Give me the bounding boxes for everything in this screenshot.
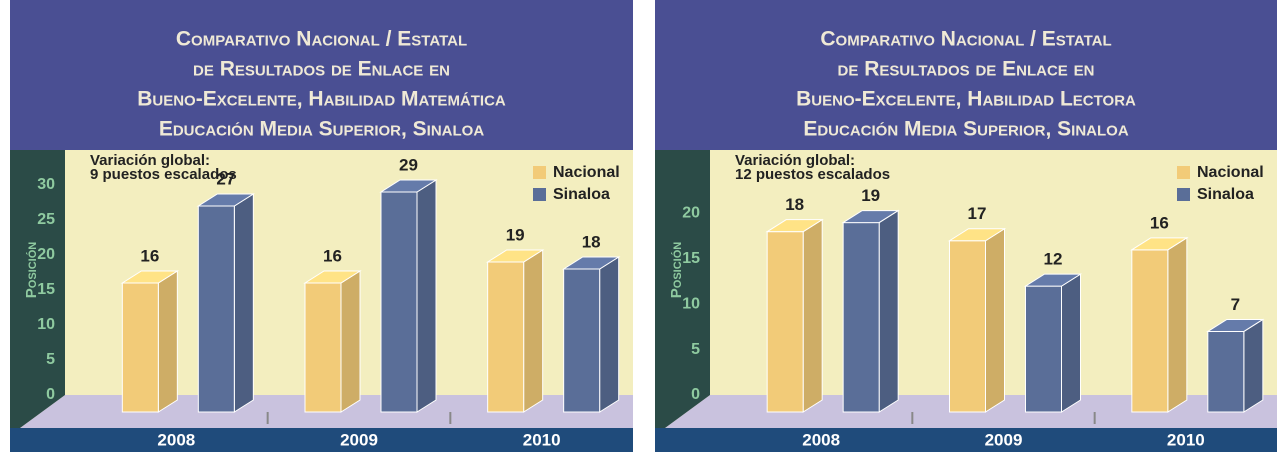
bar-top bbox=[379, 179, 438, 193]
annotation: 9 puestos escalados bbox=[90, 166, 237, 183]
annotation: 12 puestos escalados bbox=[735, 166, 890, 183]
annotation: Variación global: bbox=[90, 152, 210, 169]
axis-panel bbox=[655, 150, 710, 428]
bar-side bbox=[1167, 236, 1188, 413]
chart-title: Comparativo Nacional / Estatal bbox=[820, 28, 1111, 51]
legend-label: Nacional bbox=[1197, 164, 1264, 181]
y-tick-label: 5 bbox=[691, 341, 700, 358]
chart-title: de Resultados de Enlace en bbox=[838, 58, 1095, 81]
legend-swatch bbox=[533, 188, 546, 201]
legend-label: Sinaloa bbox=[1197, 186, 1254, 203]
title-background bbox=[655, 0, 1277, 150]
bar bbox=[1207, 330, 1245, 413]
data-label: 19 bbox=[506, 225, 525, 244]
bar bbox=[1131, 249, 1169, 413]
x-tick-label: 2008 bbox=[802, 430, 840, 449]
y-tick-label: 10 bbox=[37, 316, 55, 333]
y-tick-label: 10 bbox=[682, 295, 700, 312]
bar bbox=[121, 282, 159, 413]
bar bbox=[197, 205, 235, 413]
y-tick-label: 20 bbox=[37, 246, 55, 263]
x-tick-label: 2008 bbox=[157, 430, 195, 449]
bar-top bbox=[1206, 318, 1265, 332]
bar-side bbox=[157, 270, 178, 413]
chart-title: Educación Media Superior, Sinaloa bbox=[803, 118, 1129, 141]
y-tick-label: 20 bbox=[682, 205, 700, 222]
year-band bbox=[10, 428, 633, 452]
bar-top bbox=[765, 219, 824, 233]
y-axis-label: Posición bbox=[668, 242, 685, 299]
bar bbox=[842, 222, 880, 413]
x-tick-label: 2009 bbox=[985, 430, 1023, 449]
bar-side bbox=[1061, 273, 1081, 413]
bar-side bbox=[523, 249, 544, 413]
bar bbox=[1025, 285, 1062, 413]
bar-side bbox=[416, 179, 437, 413]
bar-top bbox=[485, 249, 545, 263]
title-background bbox=[10, 0, 633, 150]
bar bbox=[380, 191, 418, 413]
legend-label: Nacional bbox=[553, 164, 620, 181]
bar-top bbox=[561, 256, 621, 270]
chart-title: de Resultados de Enlace en bbox=[193, 58, 450, 81]
data-label: 29 bbox=[399, 155, 418, 174]
bar-top bbox=[196, 193, 256, 207]
y-tick-label: 15 bbox=[37, 281, 55, 298]
legend-label: Sinaloa bbox=[553, 186, 610, 203]
bar bbox=[304, 282, 342, 413]
bar-top bbox=[120, 270, 180, 284]
bar bbox=[766, 231, 804, 413]
data-label: 18 bbox=[785, 195, 804, 214]
y-axis-label: Posición bbox=[23, 242, 40, 299]
x-tick-label: 2010 bbox=[1167, 430, 1205, 449]
bar-top bbox=[303, 270, 362, 284]
bar bbox=[563, 268, 601, 413]
bar-side bbox=[802, 218, 823, 413]
axis-panel bbox=[10, 150, 65, 428]
data-label: 27 bbox=[216, 169, 235, 188]
legend-swatch bbox=[1177, 166, 1190, 179]
bar-top bbox=[841, 210, 900, 224]
data-label: 16 bbox=[1150, 213, 1169, 232]
chart-title: Bueno-Excelente, Habilidad Lectora bbox=[796, 88, 1136, 111]
x-tick-label: 2010 bbox=[523, 430, 561, 449]
legend-swatch bbox=[1177, 188, 1190, 201]
x-tick-label: 2009 bbox=[340, 430, 378, 449]
bar-top bbox=[1130, 237, 1189, 251]
data-label: 7 bbox=[1231, 295, 1240, 314]
y-tick-label: 0 bbox=[46, 386, 55, 403]
y-tick-label: 15 bbox=[682, 250, 700, 267]
data-label: 18 bbox=[582, 232, 601, 251]
bar-side bbox=[599, 256, 620, 413]
bar-side bbox=[1243, 318, 1264, 413]
bar-side bbox=[878, 209, 899, 413]
bar bbox=[487, 261, 525, 413]
data-label: 19 bbox=[861, 186, 880, 205]
bar bbox=[949, 240, 986, 413]
bar-side bbox=[340, 270, 361, 413]
chart-title: Bueno-Excelente, Habilidad Matemática bbox=[137, 88, 506, 111]
y-tick-label: 0 bbox=[691, 386, 700, 403]
data-label: 16 bbox=[323, 246, 342, 265]
bar-top bbox=[947, 228, 1007, 242]
chart-title: Educación Media Superior, Sinaloa bbox=[159, 118, 485, 141]
year-band bbox=[655, 428, 1277, 452]
bar-top bbox=[1023, 273, 1083, 287]
y-tick-label: 25 bbox=[37, 211, 55, 228]
bar-side bbox=[233, 193, 254, 413]
bar-side bbox=[985, 227, 1005, 413]
y-tick-label: 30 bbox=[37, 176, 55, 193]
data-label: 12 bbox=[1044, 250, 1063, 269]
data-label: 16 bbox=[140, 246, 159, 265]
y-tick-label: 5 bbox=[46, 351, 55, 368]
data-label: 17 bbox=[968, 204, 987, 223]
legend-swatch bbox=[533, 166, 546, 179]
chart-title: Comparativo Nacional / Estatal bbox=[176, 28, 467, 51]
annotation: Variación global: bbox=[735, 152, 855, 169]
